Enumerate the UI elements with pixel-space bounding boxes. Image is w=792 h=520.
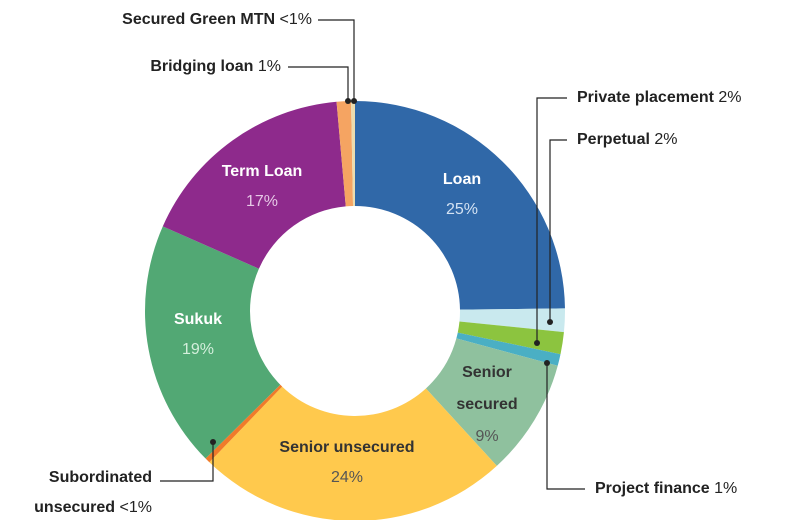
leader-dot: [345, 98, 351, 104]
leader-dot: [210, 439, 216, 445]
donut-slice: [336, 101, 354, 207]
callout-label: Private placement 2%: [577, 89, 742, 106]
callout-value: <1%: [280, 11, 312, 28]
donut-slice: [355, 101, 565, 310]
slice-label: Loan: [443, 171, 481, 188]
callout-label: Secured Green MTN <1%: [122, 11, 312, 28]
callout-label: Perpetual 2%: [577, 131, 678, 148]
slice-value-label: 9%: [475, 428, 498, 445]
slice-label: Sukuk: [174, 311, 222, 328]
donut-slice: [456, 332, 561, 366]
slice-label: Senior secured: [456, 364, 517, 413]
callout-name: Project finance: [595, 480, 710, 497]
donut-slice: [351, 101, 355, 207]
callout-value: 2%: [654, 131, 677, 148]
callout-value: 1%: [714, 480, 737, 497]
donut-slice: [209, 386, 497, 520]
callout-name: Subordinated unsecured: [34, 469, 152, 516]
leader-line: [549, 139, 567, 322]
slice-value-label: 19%: [182, 341, 214, 358]
donut-slice: [162, 101, 346, 269]
callout-name: Private placement: [577, 89, 715, 106]
leader-line: [546, 363, 585, 490]
slice-label: Senior unsecured: [279, 439, 414, 456]
donut-slice: [205, 384, 283, 463]
slice-value-label: 25%: [446, 201, 478, 218]
leader-dot: [534, 340, 540, 346]
slice-label: Term Loan: [222, 163, 303, 180]
callout-name: Bridging loan: [150, 58, 253, 75]
donut-slice: [459, 308, 565, 333]
callout-name: Secured Green MTN: [122, 11, 275, 28]
slice-value-label: 17%: [246, 193, 278, 210]
callout-label: Project finance 1%: [595, 480, 737, 497]
callout-value: 2%: [718, 89, 741, 106]
slice-value-label: 24%: [331, 469, 363, 486]
callout-value: 1%: [258, 58, 281, 75]
donut-slice: [425, 338, 558, 466]
callout-label: Bridging loan 1%: [150, 58, 281, 75]
leader-dot: [351, 98, 357, 104]
leader-dot: [544, 360, 550, 366]
callout-name: Perpetual: [577, 131, 650, 148]
leader-dot: [547, 319, 553, 325]
leader-line: [318, 19, 355, 101]
leader-line: [288, 66, 349, 101]
donut-slice: [145, 226, 281, 459]
leader-line: [160, 442, 214, 482]
callout-value: <1%: [120, 499, 152, 516]
callout-label: Subordinated unsecured <1%: [34, 469, 152, 516]
leader-line: [536, 97, 567, 343]
